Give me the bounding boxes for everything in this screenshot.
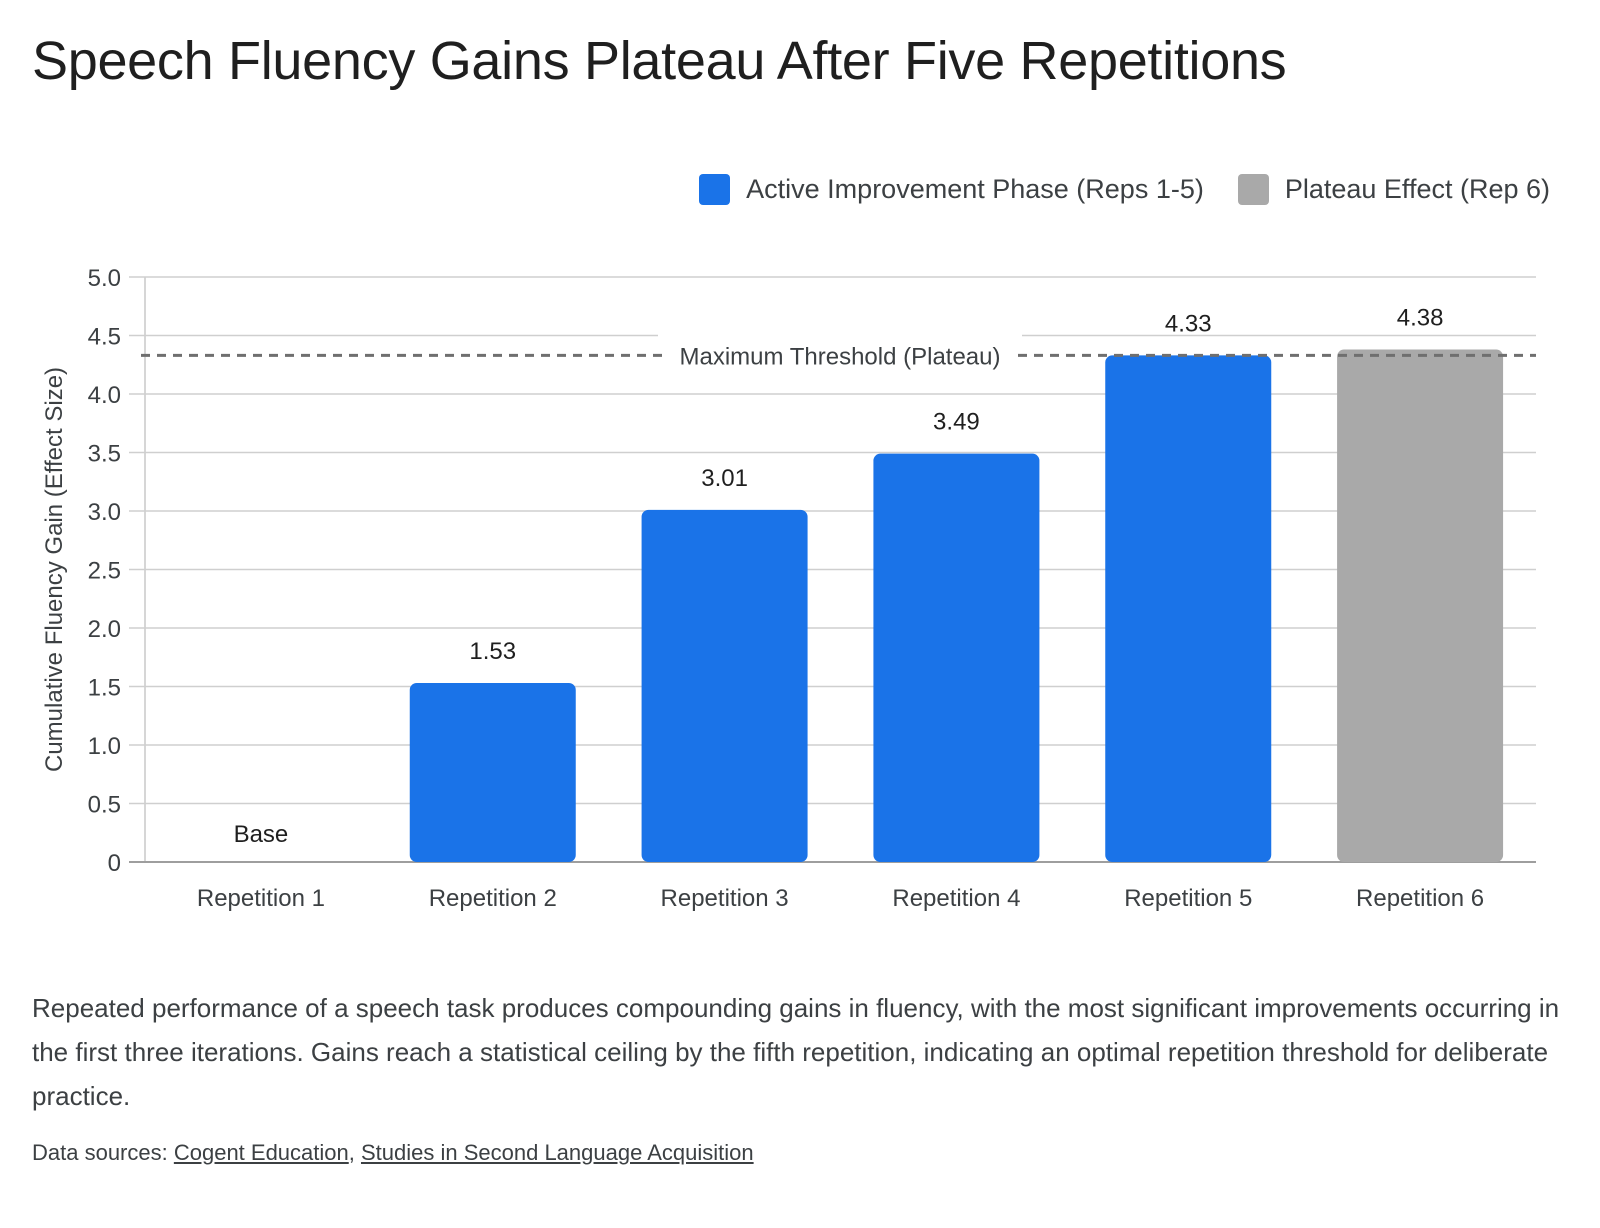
- legend-label-active: Active Improvement Phase (Reps 1-5): [746, 174, 1204, 204]
- threshold-label: Maximum Threshold (Plateau): [679, 343, 1000, 370]
- y-tick-label: 4.0: [88, 382, 121, 409]
- x-tick-label-2: Repetition 2: [429, 885, 557, 912]
- source-link-cogent-education[interactable]: Cogent Education: [173, 1140, 349, 1165]
- sources-separator: ,: [348, 1140, 361, 1165]
- y-tick-label: 5.0: [88, 265, 121, 292]
- bar-2: [409, 682, 576, 862]
- legend: Active Improvement Phase (Reps 1-5) Plat…: [665, 174, 1550, 205]
- x-tick-label-3: Repetition 3: [661, 885, 789, 912]
- y-tick-label: 1.0: [88, 733, 121, 760]
- legend-item-active: Active Improvement Phase (Reps 1-5): [699, 174, 1204, 205]
- y-axis-title: Cumulative Fluency Gain (Effect Size): [41, 367, 68, 772]
- data-label-6: 4.38: [1397, 305, 1444, 332]
- y-tick-label: 0.5: [88, 792, 121, 819]
- chart-description: Repeated performance of a speech task pr…: [32, 993, 1560, 1111]
- y-tick-label: 3.0: [88, 499, 121, 526]
- data-label-5: 4.33: [1165, 310, 1212, 337]
- x-tick-label-5: Repetition 5: [1124, 885, 1252, 912]
- y-tick-label: 4.5: [88, 324, 121, 351]
- data-label-3: 3.01: [701, 465, 748, 492]
- x-tick-label-6: Repetition 6: [1356, 885, 1484, 912]
- bar-5: [1105, 355, 1272, 862]
- legend-label-plateau: Plateau Effect (Rep 6): [1284, 174, 1550, 204]
- legend-swatch-active: [699, 174, 731, 205]
- threshold-label-background: [658, 297, 1022, 366]
- legend-item-plateau: Plateau Effect (Rep 6): [1237, 174, 1550, 205]
- bar-3: [641, 509, 808, 862]
- data-sources: Data sources: Cogent Education, Studies …: [32, 1140, 754, 1166]
- source-link-sla-studies[interactable]: Studies in Second Language Acquisition: [360, 1140, 754, 1165]
- sources-prefix: Data sources:: [32, 1140, 174, 1165]
- bar-chart: Maximum Threshold (Plateau) 0 0.5 1.0 1.5 2.…: [41, 265, 1536, 912]
- data-label-1: Base: [234, 821, 289, 848]
- x-tick-label-1: Repetition 1: [197, 885, 325, 912]
- bar-6: [1337, 349, 1504, 862]
- y-tick-label: 2.5: [88, 558, 121, 585]
- y-tick-label: 0: [108, 850, 121, 877]
- y-tick-label: 2.0: [88, 616, 121, 643]
- y-tick-label: 1.5: [88, 675, 121, 702]
- chart-title: Speech Fluency Gains Plateau After Five …: [32, 31, 1287, 91]
- data-label-4: 3.49: [933, 409, 980, 436]
- bar-4: [873, 453, 1040, 862]
- y-tick-label: 3.5: [88, 441, 121, 468]
- x-tick-label-4: Repetition 4: [892, 885, 1020, 912]
- data-label-2: 1.53: [469, 638, 516, 665]
- legend-swatch-plateau: [1237, 174, 1269, 205]
